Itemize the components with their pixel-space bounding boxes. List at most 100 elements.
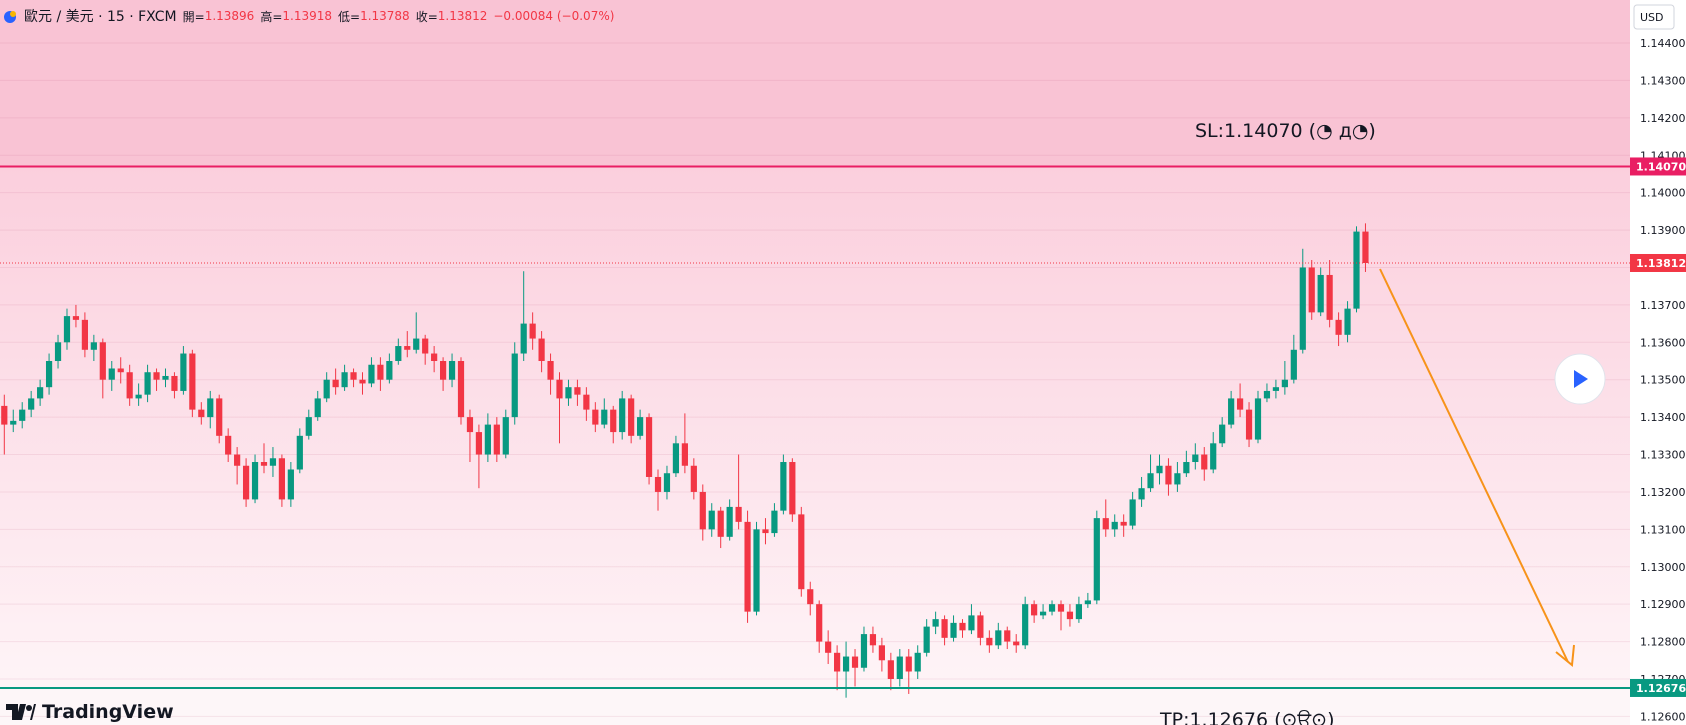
candle-body: [28, 398, 35, 410]
candle-body: [1353, 231, 1360, 309]
candle-body: [466, 417, 474, 433]
candle-body: [1335, 319, 1342, 335]
candle-body: [744, 521, 751, 612]
candle-body: [475, 432, 483, 455]
change: −0.00084 (−0.07%): [493, 9, 615, 23]
tp-annotation: TP:1.12676 (⊙ਊ⊙): [1159, 709, 1334, 725]
currency-box[interactable]: [1633, 4, 1675, 30]
y-tick-label: 1.14200: [1640, 112, 1686, 125]
candle-body: [99, 342, 106, 380]
field-label: 收=: [415, 9, 438, 24]
field-value: 1.13812: [437, 9, 488, 23]
candle-body: [413, 338, 420, 350]
candle-body: [323, 379, 330, 399]
candle-body: [574, 387, 581, 395]
candle-body: [1057, 604, 1065, 612]
candle-body: [950, 622, 957, 638]
candle-body: [1362, 231, 1369, 263]
candle-body: [1048, 604, 1056, 612]
tp-zone: [0, 687, 1630, 725]
candle-body: [54, 342, 62, 362]
y-tick-label: 1.12600: [1640, 710, 1686, 723]
candle-body: [37, 387, 44, 399]
candle-body: [780, 462, 787, 511]
candle-body: [834, 652, 841, 672]
price-label-box: [1630, 253, 1686, 272]
candle-body: [269, 458, 277, 466]
candle-body: [789, 462, 796, 515]
currency: USD: [1640, 11, 1664, 24]
candle-body: [216, 398, 223, 436]
y-tick-label: 1.13900: [1640, 224, 1686, 237]
candle-body: [1093, 518, 1100, 601]
candle-body: [1236, 398, 1244, 410]
candle-body: [296, 435, 303, 470]
candle-body: [180, 353, 187, 391]
symbol-legend: 歐元 / 美元 · 15 · FXCM 開= 1.13896 高= 1.13918 …: [2, 6, 614, 26]
candle-body: [278, 458, 286, 500]
field-value: 1.13896: [204, 9, 255, 23]
candle-body: [422, 338, 429, 354]
candle-body: [869, 634, 877, 646]
candle-body: [842, 656, 850, 672]
candle-body: [287, 469, 294, 500]
candle-body: [672, 443, 680, 474]
candle-body: [645, 417, 653, 477]
candle-body: [583, 394, 590, 410]
candle-body: [717, 510, 724, 537]
candle-body: [1066, 611, 1074, 620]
play-icon[interactable]: [1574, 370, 1588, 388]
candle-body: [1022, 604, 1029, 646]
candle-body: [126, 372, 133, 399]
candle-body: [386, 361, 393, 380]
candle-body: [189, 353, 196, 410]
candle-body: [1245, 409, 1253, 440]
y-tick-label: 1.12900: [1640, 598, 1686, 611]
candle-body: [395, 346, 402, 362]
candle-body: [242, 465, 250, 500]
candle-body: [305, 417, 312, 436]
candle-body: [798, 514, 805, 590]
play-button[interactable]: [1554, 353, 1606, 405]
field-label: 低=: [338, 9, 361, 24]
candle-body: [654, 476, 662, 492]
candle-body: [959, 622, 966, 631]
candle-body: [708, 510, 715, 530]
y-tick-label: 1.13100: [1640, 523, 1686, 536]
candle-body: [431, 353, 438, 362]
candle-body: [502, 417, 509, 455]
candle-body: [896, 656, 903, 679]
candle-body: [1210, 443, 1217, 470]
candle-body: [1120, 521, 1127, 526]
candle-body: [529, 323, 536, 339]
candle-body: [825, 641, 832, 653]
price-label-box: [1630, 678, 1686, 697]
candle-body: [887, 660, 894, 679]
candle-body: [1147, 473, 1154, 489]
candle-body: [547, 361, 554, 380]
candle-body: [341, 372, 348, 388]
candle-body: [108, 368, 115, 380]
candle-body: [771, 510, 778, 534]
candle-body: [404, 346, 411, 350]
candle-body: [332, 379, 339, 388]
candle-body: [932, 619, 939, 627]
candle-body: [439, 361, 447, 380]
candle-body: [1084, 600, 1091, 605]
candle-body: [81, 319, 88, 350]
candle-body: [1281, 379, 1288, 388]
brand: TradingView: [6, 701, 174, 723]
candle-body: [995, 630, 1002, 646]
candle-body: [816, 604, 823, 642]
candle-body: [144, 372, 151, 395]
candle-body: [905, 656, 912, 672]
candle-body: [162, 375, 169, 380]
candle-body: [807, 589, 814, 605]
forecast-arrow-head: [1555, 644, 1575, 667]
symbol: 歐元 / 美元 · 15 · FXCM: [24, 9, 177, 25]
candle-body: [1272, 387, 1280, 391]
y-tick-label: 1.13200: [1640, 486, 1686, 499]
price-label: 1.12676: [1636, 682, 1686, 695]
